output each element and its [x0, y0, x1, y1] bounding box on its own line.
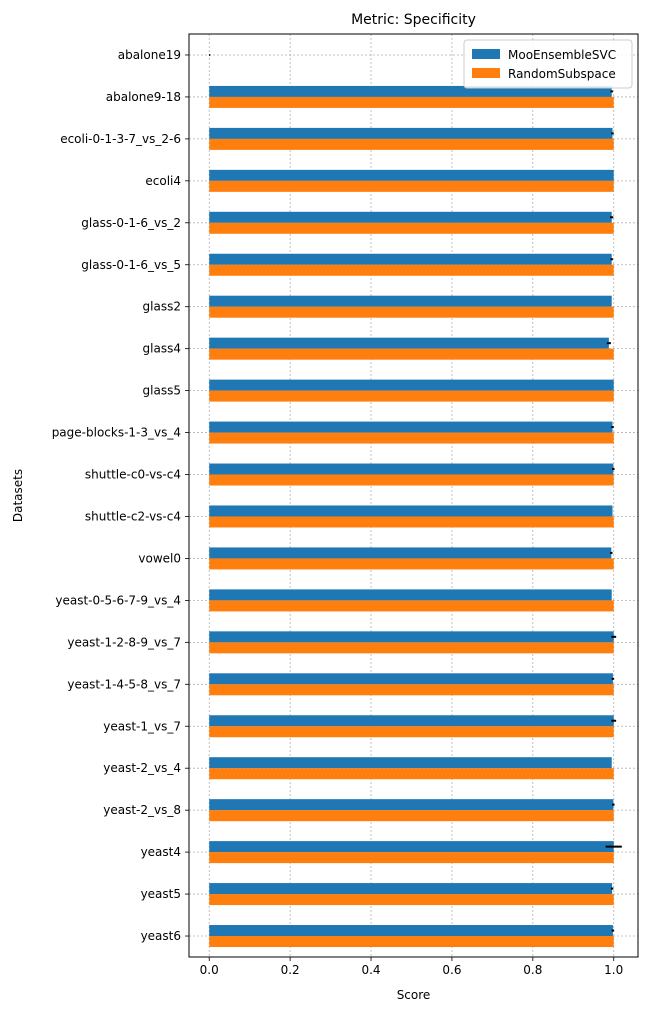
legend-swatch-RandomSubspace: [472, 68, 500, 78]
x-tick-label: 1.0: [604, 963, 623, 977]
bar-MooEnsembleSVC-ecoli4: [209, 169, 614, 181]
x-tick-label: 0.6: [442, 963, 461, 977]
bar-RandomSubspace-vowel0: [209, 558, 614, 570]
bar-MooEnsembleSVC-yeast6: [209, 925, 613, 937]
bar-MooEnsembleSVC-glass-0-1-6_vs_5: [209, 253, 612, 265]
bar-MooEnsembleSVC-yeast-2_vs_8: [209, 799, 614, 811]
bar-MooEnsembleSVC-glass2: [209, 295, 612, 307]
y-axis-ticks: abalone19 abalone9-18 ecoli-0-1-3-7_vs_2-6…: [52, 48, 189, 943]
y-tick-label: ecoli4: [145, 174, 181, 188]
y-tick-label: ecoli-0-1-3-7_vs_2-6: [60, 132, 181, 146]
bar-MooEnsembleSVC-yeast-1-2-8-9_vs_7: [209, 631, 614, 643]
bar-RandomSubspace-yeast-0-5-6-7-9_vs_4: [209, 600, 614, 612]
bar-RandomSubspace-yeast-1_vs_7: [209, 726, 614, 738]
bar-RandomSubspace-abalone9-18: [209, 96, 614, 108]
y-tick-label: page-blocks-1-3_vs_4: [52, 426, 181, 440]
y-tick-label: shuttle-c2-vs-c4: [85, 509, 181, 523]
y-tick-label: yeast-1-2-8-9_vs_7: [67, 635, 181, 649]
bar-MooEnsembleSVC-yeast4: [209, 841, 614, 853]
y-tick-label: vowel0: [138, 551, 181, 565]
bar-MooEnsembleSVC-shuttle-c0-vs-c4: [209, 463, 614, 475]
bar-MooEnsembleSVC-shuttle-c2-vs-c4: [209, 505, 613, 517]
y-tick-label: glass5: [143, 384, 181, 398]
bar-MooEnsembleSVC-glass-0-1-6_vs_2: [209, 211, 612, 223]
bar-MooEnsembleSVC-abalone9-18: [209, 85, 612, 97]
legend: MooEnsembleSVC RandomSubspace: [463, 39, 633, 89]
bar-RandomSubspace-glass4: [209, 348, 614, 360]
bar-MooEnsembleSVC-glass5: [209, 379, 614, 391]
bar-RandomSubspace-yeast-1-4-5-8_vs_7: [209, 684, 614, 696]
bar-MooEnsembleSVC-yeast5: [209, 883, 613, 895]
plot-frame: [188, 33, 639, 958]
bar-RandomSubspace-yeast6: [209, 936, 614, 948]
y-tick-label: glass-0-1-6_vs_2: [81, 216, 181, 230]
x-axis-ticks: 0.0 0.2 0.4 0.6 0.8 1.0: [200, 957, 623, 977]
bar-RandomSubspace-glass5: [209, 390, 614, 402]
y-tick-label: glass4: [143, 342, 181, 356]
y-tick-label: abalone19: [118, 48, 181, 62]
y-axis-label: Datasets: [11, 469, 25, 522]
y-tick-label: yeast4: [141, 845, 181, 859]
bar-MooEnsembleSVC-yeast-1_vs_7: [209, 715, 614, 727]
legend-swatch-MooEnsembleSVC: [472, 49, 500, 59]
y-tick-label: yeast-2_vs_4: [103, 761, 181, 775]
bar-MooEnsembleSVC-glass4: [209, 337, 609, 349]
bar-RandomSubspace-page-blocks-1-3_vs_4: [209, 432, 614, 444]
bar-RandomSubspace-shuttle-c2-vs-c4: [209, 516, 614, 528]
y-tick-label: yeast5: [141, 887, 181, 901]
y-tick-label: glass-0-1-6_vs_5: [81, 258, 181, 272]
bar-RandomSubspace-ecoli4: [209, 180, 614, 192]
bar-RandomSubspace-yeast-2_vs_8: [209, 810, 614, 822]
error-bars: [209, 53, 622, 932]
bar-RandomSubspace-yeast-1-2-8-9_vs_7: [209, 642, 614, 654]
x-tick-label: 0.8: [523, 963, 542, 977]
bar-RandomSubspace-shuttle-c0-vs-c4: [209, 474, 614, 486]
bar-MooEnsembleSVC-yeast-1-4-5-8_vs_7: [209, 673, 613, 685]
bar-RandomSubspace-yeast-2_vs_4: [209, 768, 614, 780]
x-tick-label: 0.4: [361, 963, 380, 977]
y-tick-label: glass2: [143, 300, 181, 314]
bar-MooEnsembleSVC-page-blocks-1-3_vs_4: [209, 421, 613, 433]
y-tick-label: shuttle-c0-vs-c4: [85, 468, 181, 482]
x-tick-label: 0.2: [281, 963, 300, 977]
bar-RandomSubspace-glass-0-1-6_vs_2: [209, 222, 614, 234]
chart-title: Metric: Specificity: [351, 12, 476, 28]
x-axis-label: Score: [397, 988, 431, 1002]
bar-RandomSubspace-yeast5: [209, 894, 614, 906]
bar-RandomSubspace-ecoli-0-1-3-7_vs_2-6: [209, 138, 614, 150]
y-tick-label: yeast-1-4-5-8_vs_7: [67, 677, 181, 691]
x-tick-label: 0.0: [200, 963, 219, 977]
bars: [209, 85, 614, 948]
bar-MooEnsembleSVC-vowel0: [209, 547, 612, 559]
y-tick-label: abalone9-18: [106, 90, 181, 104]
legend-box: [463, 39, 633, 89]
y-tick-label: yeast-1_vs_7: [103, 719, 181, 733]
y-tick-label: yeast-2_vs_8: [103, 803, 181, 817]
bar-RandomSubspace-glass-0-1-6_vs_5: [209, 264, 614, 276]
bar-MooEnsembleSVC-yeast-0-5-6-7-9_vs_4: [209, 589, 612, 601]
legend-label-MooEnsembleSVC: MooEnsembleSVC: [508, 48, 616, 62]
bar-MooEnsembleSVC-ecoli-0-1-3-7_vs_2-6: [209, 127, 613, 139]
y-tick-label: yeast-0-5-6-7-9_vs_4: [55, 593, 181, 607]
bar-MooEnsembleSVC-yeast-2_vs_4: [209, 757, 612, 769]
y-tick-label: yeast6: [141, 929, 181, 943]
bar-RandomSubspace-yeast4: [209, 852, 614, 864]
bar-RandomSubspace-glass2: [209, 306, 614, 318]
legend-label-RandomSubspace: RandomSubspace: [508, 67, 616, 81]
